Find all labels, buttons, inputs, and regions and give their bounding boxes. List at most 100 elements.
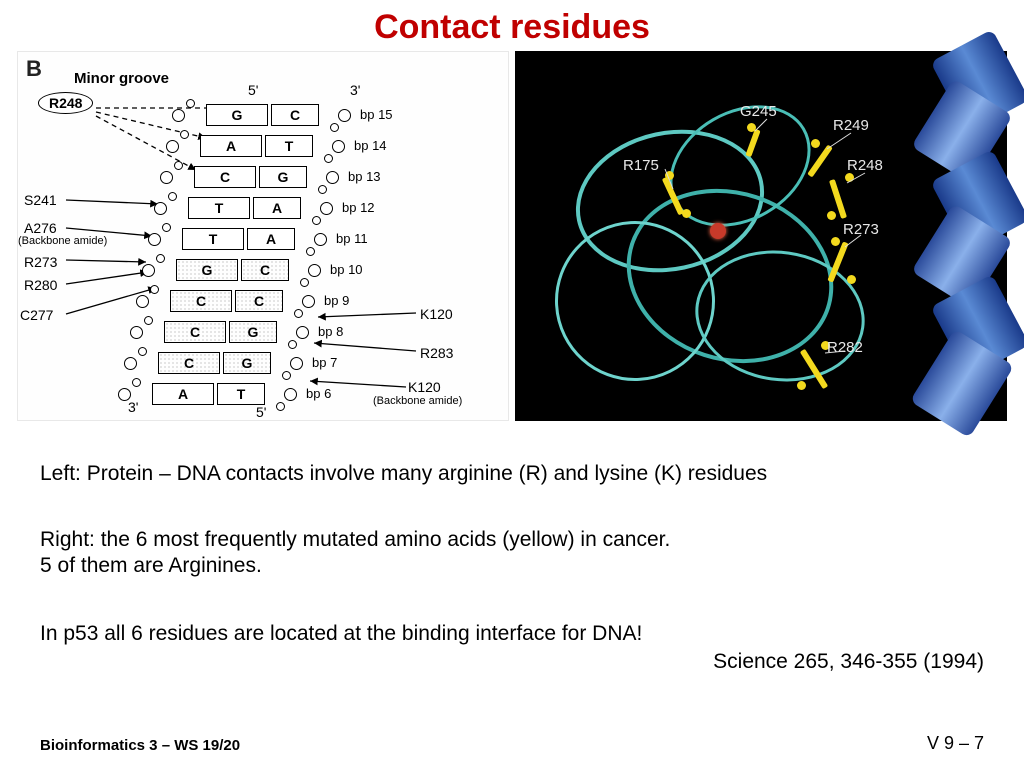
phosphate-icon — [156, 254, 165, 263]
bp-label: bp 13 — [348, 169, 381, 184]
base-right: T — [217, 383, 265, 405]
sugar-icon — [118, 388, 131, 401]
phosphate-icon — [150, 285, 159, 294]
sugar-icon — [154, 202, 167, 215]
citation: Science 265, 346-355 (1994) — [713, 650, 984, 674]
bp-row: ATbp 14 — [200, 135, 313, 157]
residue-a276: A276 — [24, 220, 57, 236]
sugar-icon — [130, 326, 143, 339]
three-prime-top: 3' — [350, 82, 360, 98]
base-left: C — [158, 352, 220, 374]
footer-right: V 9 – 7 — [927, 733, 984, 754]
slide-title-text: Contact residues — [374, 8, 650, 46]
bp-row: GCbp 10 — [176, 259, 289, 281]
caption-line2b: 5 of them are Arginines. — [40, 554, 984, 578]
panel-left-label: B — [26, 56, 42, 82]
phosphate-icon — [282, 371, 291, 380]
panel-right-3d-structure: B — [515, 51, 1007, 421]
sugar-icon — [332, 140, 345, 153]
sugar-icon — [296, 326, 309, 339]
phosphate-icon — [318, 185, 327, 194]
base-right: C — [241, 259, 289, 281]
sugar-icon — [166, 140, 179, 153]
slide-title: Contact residues — [0, 0, 1024, 47]
sugar-icon — [172, 109, 185, 122]
base-right: G — [229, 321, 277, 343]
residue-s241: S241 — [24, 192, 57, 208]
phosphate-icon — [138, 347, 147, 356]
phosphate-icon — [186, 99, 195, 108]
caption-line1: Left: Protein – DNA contacts involve man… — [40, 462, 984, 486]
bp-row: CGbp 7 — [158, 352, 271, 374]
bp-label: bp 11 — [336, 231, 368, 246]
bp-label: bp 15 — [360, 107, 393, 122]
phosphate-icon — [180, 130, 189, 139]
sugar-icon — [320, 202, 333, 215]
mut-label-pointers — [515, 51, 1007, 426]
base-left: G — [206, 104, 268, 126]
sugar-icon — [142, 264, 155, 277]
phosphate-icon — [306, 247, 315, 256]
phosphate-icon — [144, 316, 153, 325]
bp-label: bp 8 — [318, 324, 343, 339]
sugar-icon — [326, 171, 339, 184]
bp-label: bp 12 — [342, 200, 375, 215]
caption-line2a: Right: the 6 most frequently mutated ami… — [40, 528, 984, 552]
residue-r280: R280 — [24, 277, 57, 293]
phosphate-icon — [276, 402, 285, 411]
base-right: C — [271, 104, 319, 126]
phosphate-icon — [330, 123, 339, 132]
base-left: G — [176, 259, 238, 281]
bp-row: TAbp 12 — [188, 197, 301, 219]
base-left: A — [152, 383, 214, 405]
base-left: A — [200, 135, 262, 157]
sugar-icon — [136, 295, 149, 308]
phosphate-icon — [294, 309, 303, 318]
base-right: A — [253, 197, 301, 219]
phosphate-icon — [132, 378, 141, 387]
phosphate-icon — [162, 223, 171, 232]
bp-row: CCbp 9 — [170, 290, 283, 312]
caption-line3: In p53 all 6 residues are located at the… — [40, 622, 984, 646]
base-right: G — [259, 166, 307, 188]
sugar-icon — [160, 171, 173, 184]
bp-label: bp 7 — [312, 355, 337, 370]
phosphate-icon — [168, 192, 177, 201]
residue-r248-oval: R248 — [38, 92, 93, 114]
base-right: T — [265, 135, 313, 157]
phosphate-icon — [324, 154, 333, 163]
sugar-icon — [302, 295, 315, 308]
base-left: C — [164, 321, 226, 343]
phosphate-icon — [300, 278, 309, 287]
residue-r248-label: R248 — [49, 95, 82, 111]
bp-label: bp 10 — [330, 262, 363, 277]
sugar-icon — [124, 357, 137, 370]
sugar-icon — [284, 388, 297, 401]
base-left: T — [188, 197, 250, 219]
sugar-icon — [148, 233, 161, 246]
base-right: A — [247, 228, 295, 250]
five-prime-top: 5' — [248, 82, 258, 98]
bp-row: ATbp 6 — [152, 383, 265, 405]
footer-left: Bioinformatics 3 – WS 19/20 — [40, 737, 240, 754]
five-prime-bottom: 5' — [256, 404, 266, 420]
figure-row: B Minor groove 5' 3' 3' 5' R248 S241 A27… — [0, 51, 1024, 421]
bp-row: GCbp 15 — [206, 104, 319, 126]
bp-row: CGbp 13 — [194, 166, 307, 188]
three-prime-bottom: 3' — [128, 399, 138, 415]
sugar-icon — [308, 264, 321, 277]
bp-label: bp 14 — [354, 138, 387, 153]
minor-groove-label: Minor groove — [74, 70, 169, 87]
phosphate-icon — [288, 340, 297, 349]
bp-row: CGbp 8 — [164, 321, 277, 343]
sugar-icon — [290, 357, 303, 370]
sugar-icon — [338, 109, 351, 122]
base-left: C — [194, 166, 256, 188]
base-right: C — [235, 290, 283, 312]
base-left: T — [182, 228, 244, 250]
bp-row: TAbp 11 — [182, 228, 295, 250]
bp-label: bp 6 — [306, 386, 331, 401]
panel-left-dna-schematic: B Minor groove 5' 3' 3' 5' R248 S241 A27… — [17, 51, 509, 421]
phosphate-icon — [312, 216, 321, 225]
phosphate-icon — [174, 161, 183, 170]
